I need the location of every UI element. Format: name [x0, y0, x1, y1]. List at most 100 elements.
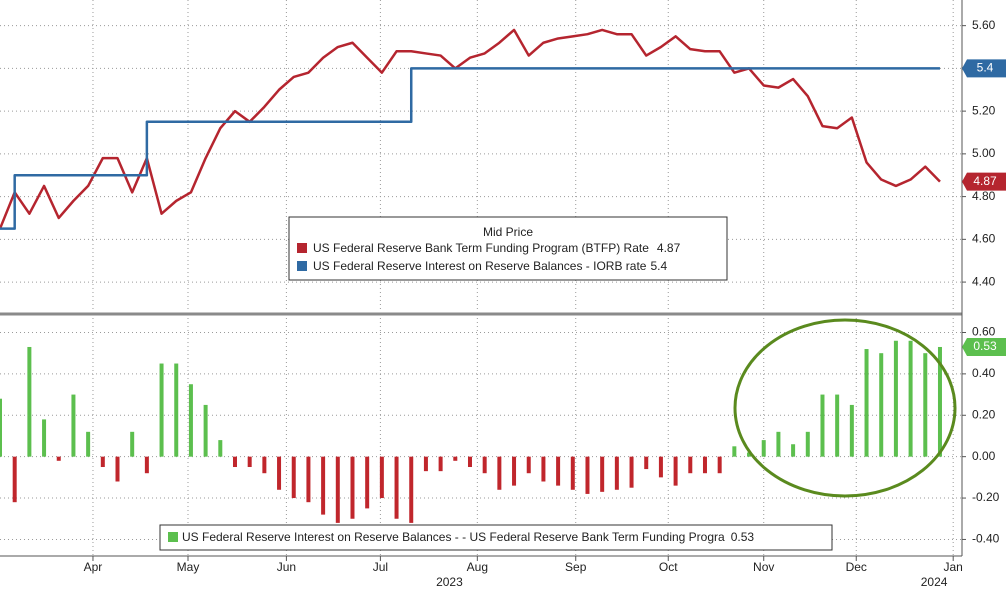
bar [585, 456, 590, 494]
bar [805, 431, 810, 457]
y-tick-label: 4.60 [972, 232, 996, 246]
y-tick-label: 4.40 [972, 274, 996, 288]
value-badge-label: 0.53 [973, 339, 997, 353]
x-tick-label: Dec [846, 560, 867, 574]
bar [232, 456, 237, 468]
y-tick-label: 0.00 [972, 449, 996, 463]
legend-label: US Federal Reserve Interest on Reserve B… [313, 259, 647, 273]
legend-entry: US Federal Reserve Interest on Reserve B… [313, 259, 667, 273]
bar [937, 346, 942, 457]
bar [893, 340, 898, 457]
bar [100, 456, 105, 468]
bar [923, 353, 928, 457]
bar [600, 456, 605, 492]
x-tick-label: Jun [277, 560, 296, 574]
bar [394, 456, 399, 519]
bar [71, 394, 76, 457]
bar [335, 456, 340, 523]
x-tick-label: May [177, 560, 200, 574]
bar [27, 346, 32, 457]
bar [879, 353, 884, 457]
bar [56, 456, 61, 461]
legend-entry: US Federal Reserve Bank Term Funding Pro… [313, 241, 681, 255]
bar [174, 363, 179, 457]
bar [409, 456, 414, 523]
bar [776, 431, 781, 457]
bar [512, 456, 517, 486]
legend-label: US Federal Reserve Bank Term Funding Pro… [313, 241, 649, 255]
bar [849, 404, 854, 457]
legend-swatch [297, 243, 307, 253]
bar [12, 456, 17, 503]
value-badge-label: 5.4 [977, 61, 994, 75]
bar [86, 431, 91, 457]
y-tick-label: 5.00 [972, 146, 996, 160]
y-tick-label: 0.40 [972, 366, 996, 380]
value-badge [962, 172, 1006, 191]
y-tick-label: 5.20 [972, 103, 996, 117]
value-badge [962, 337, 1006, 356]
y-tick-label: 4.80 [972, 189, 996, 203]
bar [702, 456, 707, 474]
legend-label: US Federal Reserve Interest on Reserve B… [182, 530, 725, 544]
legend-title: Mid Price [483, 225, 533, 239]
bar [379, 456, 384, 499]
bar [306, 456, 311, 503]
bar [438, 456, 443, 472]
bar [42, 419, 47, 457]
bar [203, 404, 208, 457]
bar [291, 456, 296, 499]
y-tick-label: 5.60 [972, 18, 996, 32]
legend-swatch [168, 532, 178, 542]
legend-value: 0.53 [731, 530, 755, 544]
line-series [0, 28, 941, 230]
x-tick-label: Apr [84, 560, 103, 574]
x-tick-label: Jul [373, 560, 388, 574]
x-tick-label: Sep [565, 560, 587, 574]
bar [247, 456, 252, 468]
bar [115, 456, 120, 482]
bar [453, 456, 458, 461]
x-tick-label: Nov [753, 560, 774, 574]
top-legend: Mid Price US Federal Reserve Bank Term F… [288, 216, 728, 281]
bar [717, 456, 722, 474]
bar [482, 456, 487, 474]
bar [144, 456, 149, 474]
bar [864, 349, 869, 457]
y-tick-label: -0.40 [972, 532, 1000, 546]
value-badge-label: 4.87 [973, 174, 997, 188]
bar [747, 452, 752, 457]
bar [835, 394, 840, 457]
year-label: 2023 [436, 575, 463, 589]
x-tick-label: Oct [659, 560, 678, 574]
legend-value: 4.87 [657, 241, 681, 255]
bar [820, 394, 825, 457]
bar [130, 431, 135, 457]
highlight-ellipse [733, 318, 957, 498]
bar [644, 456, 649, 470]
bar [629, 456, 634, 488]
bottom-legend: US Federal Reserve Interest on Reserve B… [159, 524, 833, 551]
bar [614, 456, 619, 490]
legend-entry: US Federal Reserve Interest on Reserve B… [182, 530, 754, 544]
line-series [0, 67, 940, 230]
bar [908, 340, 913, 457]
bar [570, 456, 575, 490]
marks [0, 28, 942, 523]
x-tick-label: Jan [944, 560, 963, 574]
bar [262, 456, 267, 474]
axes: 4.404.604.805.005.205.405.60-0.40-0.200.… [84, 18, 1006, 589]
bar [732, 446, 737, 457]
bar [688, 456, 693, 474]
x-tick-label: Aug [467, 560, 488, 574]
bar [365, 456, 370, 509]
bar [791, 444, 796, 457]
bar [761, 440, 766, 457]
bar [467, 456, 472, 468]
legend-box [159, 524, 833, 551]
bar [321, 456, 326, 515]
legend-value: 5.4 [650, 259, 667, 273]
bar [218, 440, 223, 457]
